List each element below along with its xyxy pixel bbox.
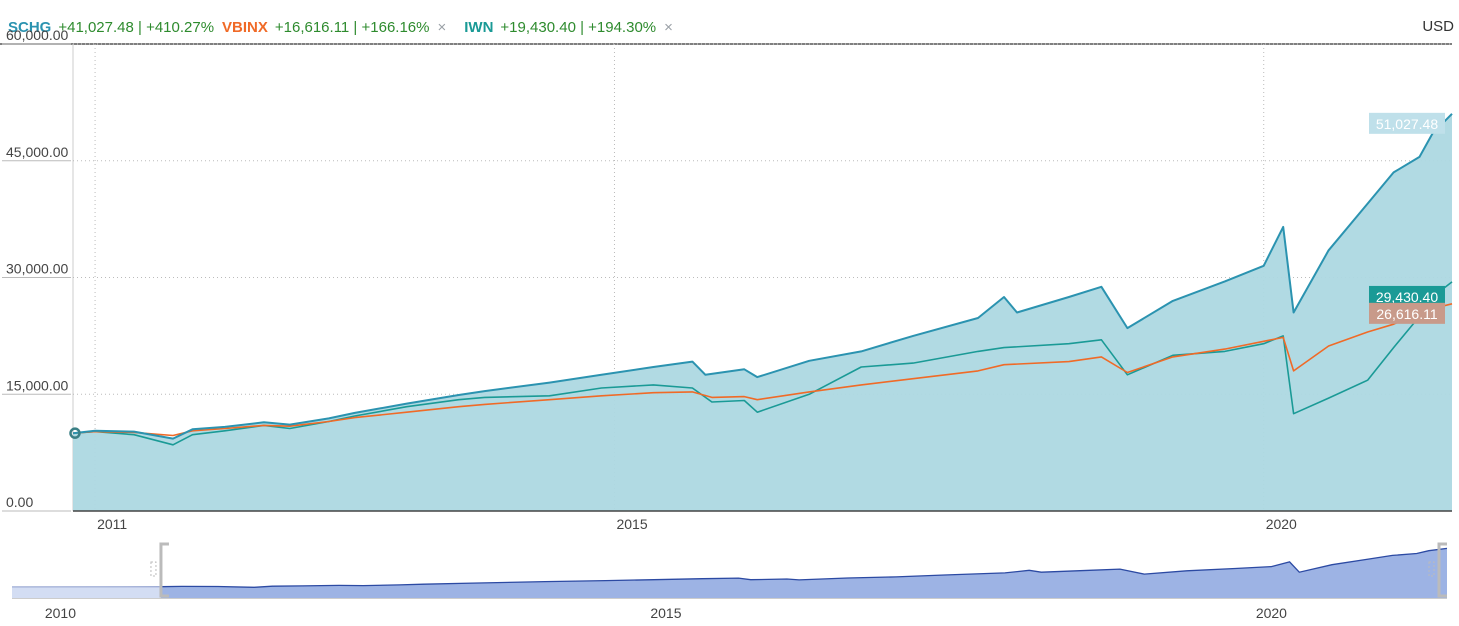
x-tick-label: 2015 [616,516,647,532]
y-tick-label: 45,000.00 [6,144,68,160]
navigator-area [12,548,1447,598]
legend: SCHG +41,027.48 | +410.27% VBINX +16,616… [8,16,691,38]
end-value-label: 29,430.40 [1376,289,1438,305]
legend-change-vbinx: +16,616.11 | +166.16% [274,18,430,36]
y-tick-label: 30,000.00 [6,261,68,277]
end-value-label-bg [1369,112,1445,134]
legend-symbol-schg[interactable]: SCHG [8,18,52,36]
series-line-schg[interactable] [72,113,1453,440]
end-value-label: 26,616.11 [1376,306,1437,322]
navigator-tick-label: 2010 [45,605,76,621]
legend-change-iwn: +19,430.40 | +194.30% [500,18,657,36]
legend-symbol-iwn[interactable]: IWN [464,18,494,36]
legend-change-schg: +41,027.48 | +410.27% [58,18,215,36]
schg-area-fill [73,113,1452,512]
end-value-label: 51,027.48 [1376,116,1438,132]
navigator-grip-icon[interactable] [150,561,157,577]
remove-iwn-icon[interactable]: × [664,18,673,36]
y-tick-label: 15,000.00 [6,377,68,393]
end-value-label-bg [1369,285,1445,307]
legend-symbol-vbinx[interactable]: VBINX [222,18,268,36]
x-tick-label: 2020 [1266,516,1297,532]
currency-label: USD [1422,18,1454,35]
remove-vbinx-icon[interactable]: × [437,18,447,36]
navigator-tick-label: 2020 [1256,605,1287,621]
y-tick-label: 0.00 [6,494,33,510]
y-tick-label: 60,000.00 [6,27,68,43]
end-value-label-bg [1369,302,1445,324]
navigator-outside-mask [12,540,161,598]
navigator-left-handle[interactable] [159,542,169,598]
x-tick-label: 2011 [97,516,127,532]
navigator-tick-label: 2015 [650,605,681,621]
start-point-marker [69,427,81,439]
navigator-grip-icon[interactable] [1428,561,1435,577]
series-line-vbinx[interactable] [72,303,1453,437]
navigator-line [11,547,1448,588]
navigator-right-handle[interactable] [1437,542,1447,598]
